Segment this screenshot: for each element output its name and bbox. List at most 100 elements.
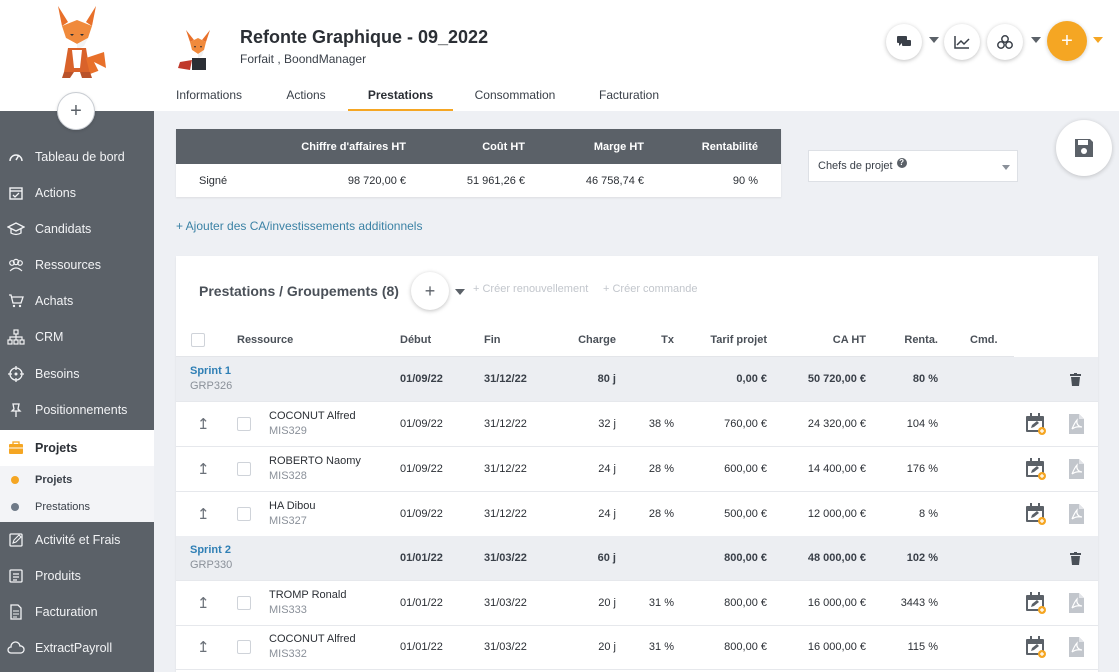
add-additional-revenue-link[interactable]: + Ajouter des CA/investissements additio… (176, 219, 423, 233)
add-button[interactable]: + (1047, 21, 1087, 61)
mission-code[interactable]: MIS328 (269, 470, 307, 482)
col-header-ressource[interactable]: Ressource (237, 333, 294, 346)
pdf-export-button[interactable] (1068, 492, 1085, 536)
row-checkbox[interactable] (237, 447, 251, 491)
col-header-tarif[interactable]: Tarif projet (710, 333, 767, 346)
save-button[interactable] (1056, 120, 1112, 176)
reorder-handle[interactable]: ↥ (197, 625, 210, 669)
checkbox[interactable] (237, 507, 251, 521)
group-name[interactable]: Sprint 2 (190, 544, 231, 556)
select-all-checkbox[interactable] (191, 323, 205, 356)
table-row[interactable]: ↥ HA Dibou MIS327 01/09/22 31/12/22 24 j… (176, 492, 1098, 537)
group-name[interactable]: Sprint 1 (190, 365, 231, 377)
stats-button[interactable] (944, 24, 980, 60)
table-row[interactable]: ↥ COCONUT Alfred MIS332 01/01/22 31/03/2… (176, 625, 1098, 670)
checkbox[interactable] (237, 640, 251, 654)
nav-item-positionnements[interactable]: Positionnements (0, 392, 154, 428)
cell-renta: 115 % (907, 641, 938, 653)
links-button[interactable] (987, 24, 1023, 60)
project-company[interactable]: BoondManager (284, 52, 367, 66)
nav-item-facturation[interactable]: Facturation (0, 594, 154, 630)
sub-item-prestations[interactable]: Prestations (0, 495, 154, 519)
table-row-group[interactable]: Sprint 1 GRP326 01/09/22 31/12/22 80 j 0… (176, 357, 1098, 402)
row-checkbox[interactable] (237, 492, 251, 536)
nav-item-crm[interactable]: CRM (0, 319, 154, 355)
add-prestation-button[interactable]: + (411, 272, 449, 310)
add-dropdown-chevron-down-icon[interactable] (1093, 37, 1103, 43)
col-header-debut[interactable]: Début (400, 333, 432, 346)
help-icon[interactable]: ? (896, 158, 907, 168)
table-row[interactable]: ↥ ROBERTO Naomy MIS328 01/09/22 31/12/22… (176, 447, 1098, 492)
checkbox[interactable] (237, 417, 251, 431)
project-managers-select[interactable]: Chefs de projet? (808, 150, 1018, 182)
resource-name[interactable]: ROBERTO Naomy (269, 455, 361, 467)
tab-actions[interactable]: Actions (286, 88, 326, 102)
reorder-handle[interactable]: ↥ (197, 402, 210, 446)
nav-label: Positionnements (35, 403, 128, 417)
pdf-export-button[interactable] (1068, 581, 1085, 625)
col-header-fin[interactable]: Fin (484, 333, 501, 346)
mission-code[interactable]: MIS329 (269, 425, 307, 437)
table-row[interactable]: ↥ COCONUT Alfred MIS329 01/09/22 31/12/2… (176, 402, 1098, 447)
nav-item-projets[interactable]: Projets (0, 430, 154, 466)
col-header-renta[interactable]: Renta. (904, 333, 938, 346)
group-code: GRP326 (190, 380, 233, 392)
messages-button[interactable] (886, 24, 922, 60)
order-planning-button[interactable] (1025, 492, 1047, 536)
pdf-export-button[interactable] (1068, 402, 1085, 446)
delete-group-button[interactable] (1070, 357, 1081, 401)
nav-item-produits[interactable]: Produits (0, 558, 154, 594)
tab-prestations[interactable]: Prestations (348, 80, 453, 111)
resource-name[interactable]: HA Dibou (269, 500, 316, 512)
reorder-handle[interactable]: ↥ (197, 492, 210, 536)
mission-code[interactable]: MIS332 (269, 648, 307, 660)
nav-item-actions[interactable]: Actions (0, 175, 154, 211)
resource-name[interactable]: COCONUT Alfred (269, 410, 356, 422)
messages-dropdown-chevron-down-icon[interactable] (929, 37, 939, 43)
order-planning-button[interactable] (1025, 447, 1047, 491)
mission-code[interactable]: MIS327 (269, 515, 307, 527)
cell-charge: 32 j (598, 418, 616, 430)
col-header-cmd[interactable]: Cmd. (970, 333, 998, 346)
resource-name[interactable]: TROMP Ronald (269, 589, 347, 601)
order-planning-button[interactable] (1025, 402, 1047, 446)
cell-tx: 31 % (648, 597, 674, 609)
reorder-handle[interactable]: ↥ (197, 581, 210, 625)
nav-item-achats[interactable]: Achats (0, 283, 154, 319)
links-dropdown-chevron-down-icon[interactable] (1031, 37, 1041, 43)
create-order-link[interactable]: + Créer commande (603, 283, 698, 295)
col-header-charge[interactable]: Charge (578, 333, 616, 346)
row-checkbox[interactable] (237, 625, 251, 669)
reorder-handle[interactable]: ↥ (197, 447, 210, 491)
delete-group-button[interactable] (1070, 536, 1081, 580)
pdf-export-button[interactable] (1068, 447, 1085, 491)
order-planning-button[interactable] (1025, 625, 1047, 669)
quick-add-button[interactable]: + (57, 92, 95, 130)
nav-item-candidats[interactable]: Candidats (0, 211, 154, 247)
col-header-tx[interactable]: Tx (661, 333, 674, 346)
create-renewal-link[interactable]: + Créer renouvellement (473, 283, 589, 295)
col-header-ca[interactable]: CA HT (832, 333, 866, 346)
resource-name[interactable]: COCONUT Alfred (269, 633, 356, 645)
panel-title: Prestations / Groupements (8) (199, 283, 399, 299)
nav-item-activite-frais[interactable]: Activité et Frais (0, 522, 154, 558)
pdf-export-button[interactable] (1068, 625, 1085, 669)
row-checkbox[interactable] (237, 402, 251, 446)
checkbox[interactable] (191, 332, 205, 347)
sub-item-projets[interactable]: Projets (0, 468, 154, 492)
add-prestation-chevron-down-icon[interactable] (455, 289, 465, 295)
checkbox[interactable] (237, 462, 251, 476)
tab-consommation[interactable]: Consommation (474, 88, 556, 102)
nav-item-extractpayroll[interactable]: ExtractPayroll (0, 630, 154, 666)
row-checkbox[interactable] (237, 581, 251, 625)
table-row[interactable]: ↥ TROMP Ronald MIS333 01/01/22 31/03/22 … (176, 581, 1098, 626)
order-planning-button[interactable] (1025, 581, 1047, 625)
nav-item-tableau-de-bord[interactable]: Tableau de bord (0, 139, 154, 175)
nav-item-besoins[interactable]: Besoins (0, 356, 154, 392)
checkbox[interactable] (237, 596, 251, 610)
tab-informations[interactable]: Informations (175, 88, 243, 102)
table-row-group[interactable]: Sprint 2 GRP330 01/01/22 31/03/22 60 j 8… (176, 536, 1098, 581)
mission-code[interactable]: MIS333 (269, 604, 307, 616)
tab-facturation[interactable]: Facturation (598, 88, 660, 102)
nav-item-ressources[interactable]: Ressources (0, 247, 154, 283)
